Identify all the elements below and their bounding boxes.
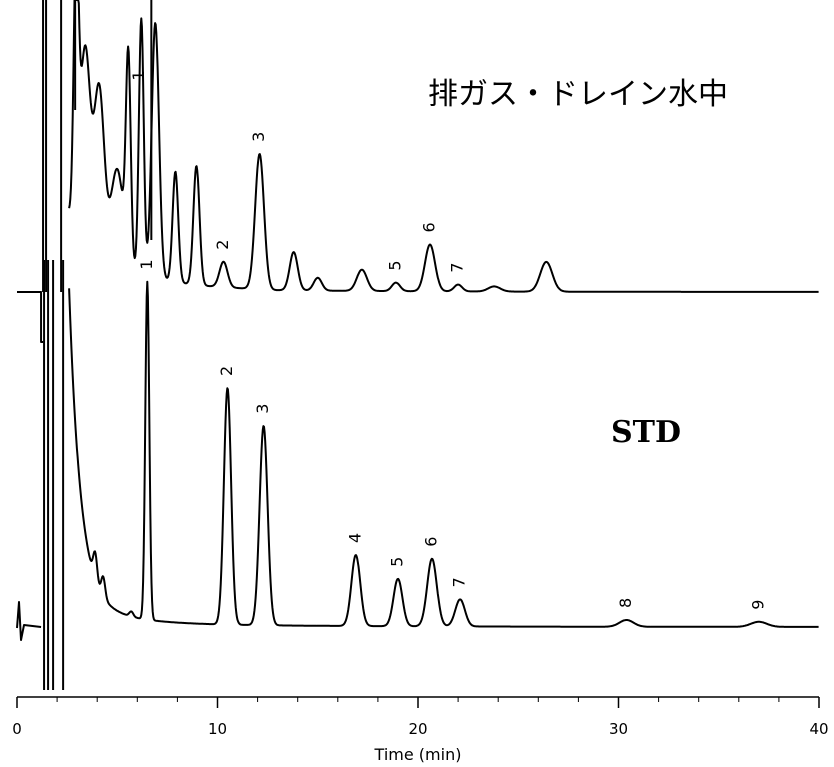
x-tick-label: 0 <box>12 720 22 738</box>
sample-series-label: 排ガス・ドレイン水中 <box>428 77 728 112</box>
sample-peak-label-1: 1 <box>129 70 148 80</box>
std-trace <box>16 260 819 690</box>
std-baseline-start <box>16 601 42 641</box>
sample-peak-label-6: 6 <box>420 222 439 232</box>
x-tick-label: 10 <box>208 720 227 738</box>
std-peak-label-8: 8 <box>616 598 635 608</box>
x-axis: 0 10 20 30 40 <box>12 696 829 738</box>
x-tick-label: 40 <box>809 720 828 738</box>
std-line <box>68 280 819 628</box>
std-peak-label-4: 4 <box>345 533 364 543</box>
sample-line <box>68 0 819 293</box>
std-peak-label-3: 3 <box>253 404 272 414</box>
std-peak-labels: 1 2 3 4 5 6 7 8 9 <box>137 259 768 609</box>
x-axis-title: Time (min) <box>374 745 462 764</box>
x-axis-ticks: 0 10 20 30 40 <box>12 697 829 738</box>
sample-trace <box>17 0 819 343</box>
std-peak-label-1: 1 <box>137 259 156 269</box>
std-peak-label-2: 2 <box>217 366 236 376</box>
std-peak-label-7: 7 <box>450 577 469 587</box>
x-tick-label: 30 <box>609 720 628 738</box>
sample-peak-label-7: 7 <box>448 262 467 272</box>
x-tick-label: 20 <box>408 720 427 738</box>
sample-peak-label-2: 2 <box>213 240 232 250</box>
std-series-label: STD <box>611 415 681 450</box>
sample-peak-label-5: 5 <box>385 260 404 270</box>
std-peak-label-5: 5 <box>387 557 406 567</box>
std-peak-label-6: 6 <box>422 537 441 547</box>
sample-baseline-start <box>17 291 44 343</box>
std-peak-label-9: 9 <box>748 600 767 610</box>
sample-peak-label-3: 3 <box>249 132 268 142</box>
sample-peak-labels: 1 2 3 5 6 7 <box>129 70 467 272</box>
